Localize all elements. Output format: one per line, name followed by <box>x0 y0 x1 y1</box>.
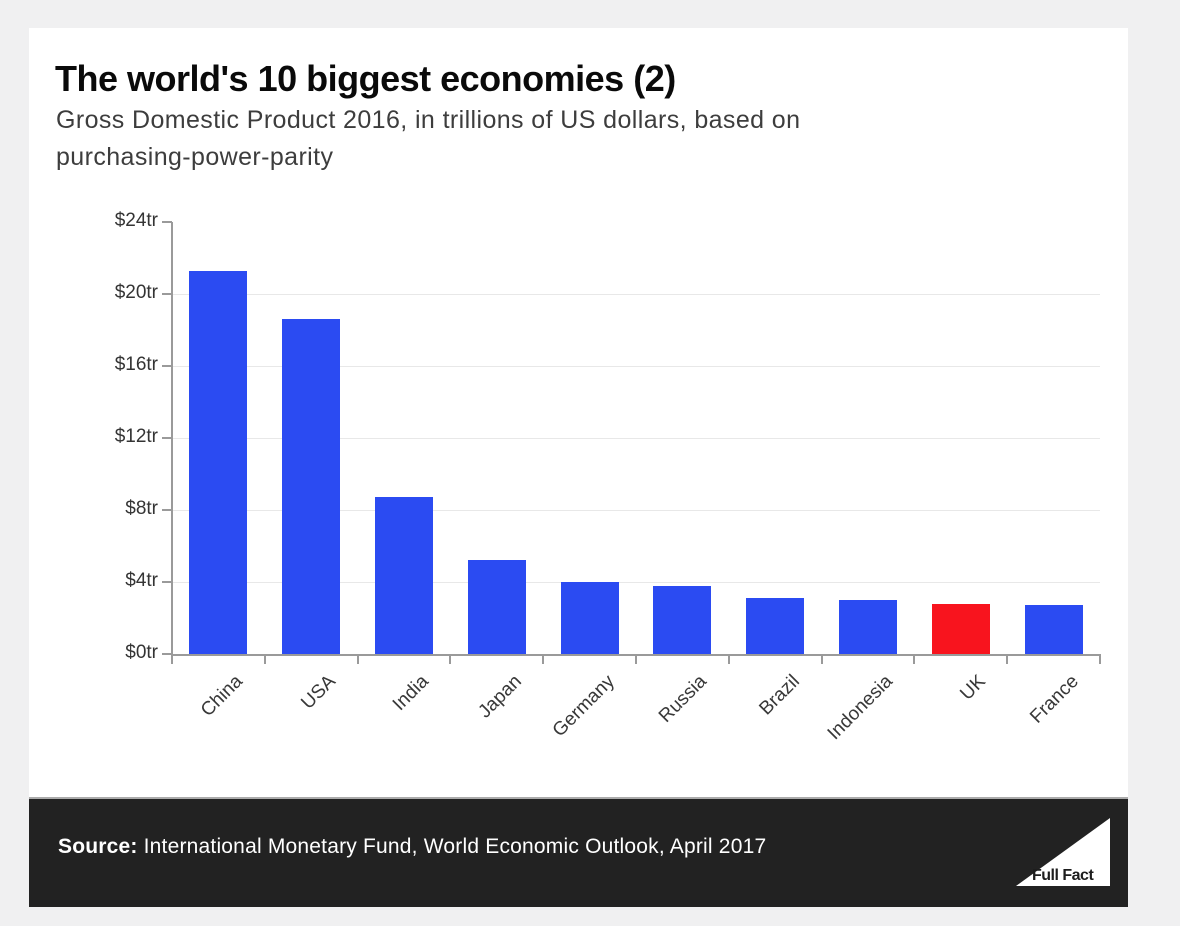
chart-subtitle: Gross Domestic Product 2016, in trillion… <box>56 102 800 176</box>
x-label-india: India <box>388 671 433 715</box>
x-boundary-tick-4 <box>542 656 545 664</box>
x-boundary-tick-5 <box>635 656 637 664</box>
bar-china <box>189 270 248 654</box>
y-tick-20tr <box>162 293 172 295</box>
y-tick-label-20tr: $20tr <box>114 282 158 303</box>
x-label-brazil: Brazil <box>755 671 805 720</box>
bar-brazil <box>746 598 805 654</box>
x-boundary-tick-2 <box>356 656 359 664</box>
chart-subtitle-line2: purchasing-power-parity <box>56 143 334 171</box>
x-boundary-tick-3 <box>449 656 452 664</box>
bar-india <box>375 497 433 654</box>
x-boundary-tick-7 <box>820 656 823 664</box>
chart-title: The world's 10 biggest economies (2) <box>55 58 676 99</box>
source-line: Source: International Monetary Fund, Wor… <box>58 835 766 859</box>
gridline-8tr <box>172 510 1100 511</box>
bar-france <box>1024 605 1083 654</box>
fullfact-logo-text: Full Fact <box>1032 867 1094 884</box>
bar-japan <box>467 560 526 654</box>
source-text: International Monetary Fund, World Econo… <box>137 835 767 858</box>
bar-uk <box>931 603 990 654</box>
x-boundary-tick-0 <box>171 656 173 664</box>
x-boundary-tick-1 <box>263 656 266 664</box>
x-label-indonesia: Indonesia <box>823 671 897 745</box>
y-tick-label-12tr: $12tr <box>114 426 158 447</box>
y-axis <box>171 222 173 654</box>
gridline-16tr <box>172 366 1100 367</box>
x-label-usa: USA <box>297 671 341 714</box>
chart-subtitle-line1: Gross Domestic Product 2016, in trillion… <box>56 106 801 134</box>
y-tick-0tr <box>162 653 172 655</box>
source-label: Source: <box>58 835 138 858</box>
x-label-uk: UK <box>956 671 990 705</box>
y-tick-24tr <box>162 221 172 223</box>
x-boundary-tick-6 <box>727 656 730 664</box>
y-tick-label-24tr: $24tr <box>114 210 158 231</box>
source-footer: Source: International Monetary Fund, Wor… <box>29 797 1128 907</box>
y-tick-16tr <box>162 365 172 367</box>
y-tick-4tr <box>162 581 172 583</box>
y-tick-label-4tr: $4tr <box>125 570 158 591</box>
x-boundary-tick-8 <box>913 656 916 664</box>
y-tick-label-16tr: $16tr <box>114 354 158 375</box>
y-tick-8tr <box>162 509 172 511</box>
bar-usa <box>282 319 341 654</box>
y-tick-12tr <box>162 437 172 439</box>
x-label-japan: Japan <box>474 671 526 723</box>
gridline-20tr <box>172 294 1100 295</box>
chart-card: The world's 10 biggest economies (2) Gro… <box>29 28 1128 797</box>
x-boundary-tick-9 <box>1006 656 1009 664</box>
x-boundary-tick-10 <box>1099 656 1101 664</box>
bar-russia <box>653 585 712 654</box>
gridline-12tr <box>172 438 1100 439</box>
x-axis <box>171 654 1101 656</box>
gridline-4tr <box>172 582 1100 583</box>
x-label-france: France <box>1025 671 1083 728</box>
bar-indonesia <box>839 600 897 654</box>
bar-germany <box>560 582 619 654</box>
y-tick-label-0tr: $0tr <box>125 642 158 663</box>
plot-area: $0tr $4tr $8tr $12tr $16tr $20tr $24tr China USA… <box>29 28 1128 797</box>
fullfact-triangle-icon <box>1016 818 1110 886</box>
y-tick-label-8tr: $8tr <box>125 498 158 519</box>
